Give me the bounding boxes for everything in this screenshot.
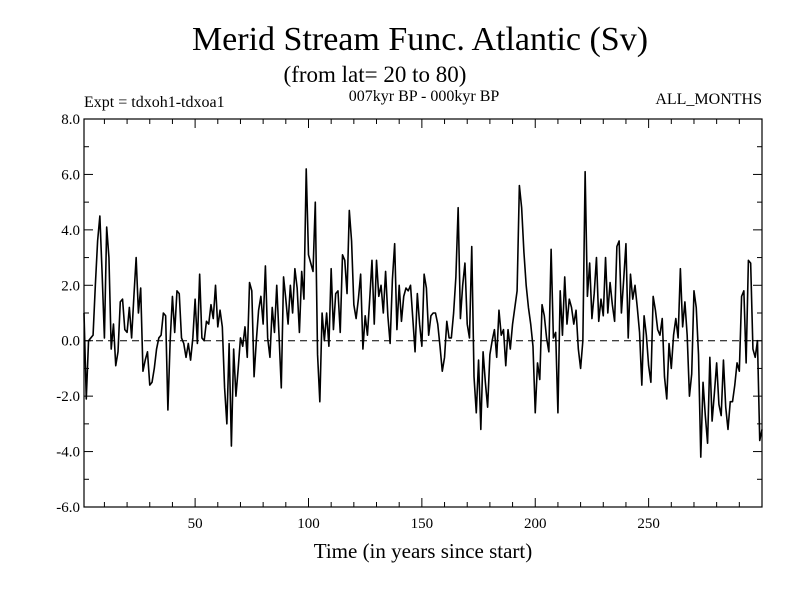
plot-frame (83, 118, 763, 508)
chart-subtitle: (from lat= 20 to 80) (284, 62, 467, 87)
x-tick-label: 150 (411, 516, 434, 532)
x-axis-label: Time (in years since start) (314, 539, 533, 563)
x-tick-label: 50 (188, 516, 203, 532)
period-label: 007kyr BP - 000kyr BP (349, 88, 500, 105)
y-tick-label: -2.0 (56, 389, 80, 405)
series-line (83, 168, 763, 458)
y-tick-label: 0.0 (61, 334, 80, 350)
y-tick-label: 4.0 (61, 223, 80, 239)
y-tick-label: 2.0 (61, 278, 80, 294)
y-tick-label: -6.0 (56, 500, 80, 516)
y-tick-label: -4.0 (56, 445, 80, 461)
chart-title: Merid Stream Func. Atlantic (Sv) (192, 21, 648, 58)
months-label: ALL_MONTHS (655, 91, 762, 108)
y-tick-label: 8.0 (61, 112, 80, 128)
x-tick-label: 100 (297, 516, 320, 532)
x-tick-label: 200 (524, 516, 547, 532)
y-tick-label: 6.0 (61, 167, 80, 183)
plot-area: -6.0 -4.0 -2.0 0.0 2.0 4.0 6.0 8.0 50 100 150 200 25… (56, 112, 763, 532)
x-tick-label: 250 (637, 516, 660, 532)
experiment-label: Expt = tdxoh1-tdxoa1 (84, 94, 225, 111)
